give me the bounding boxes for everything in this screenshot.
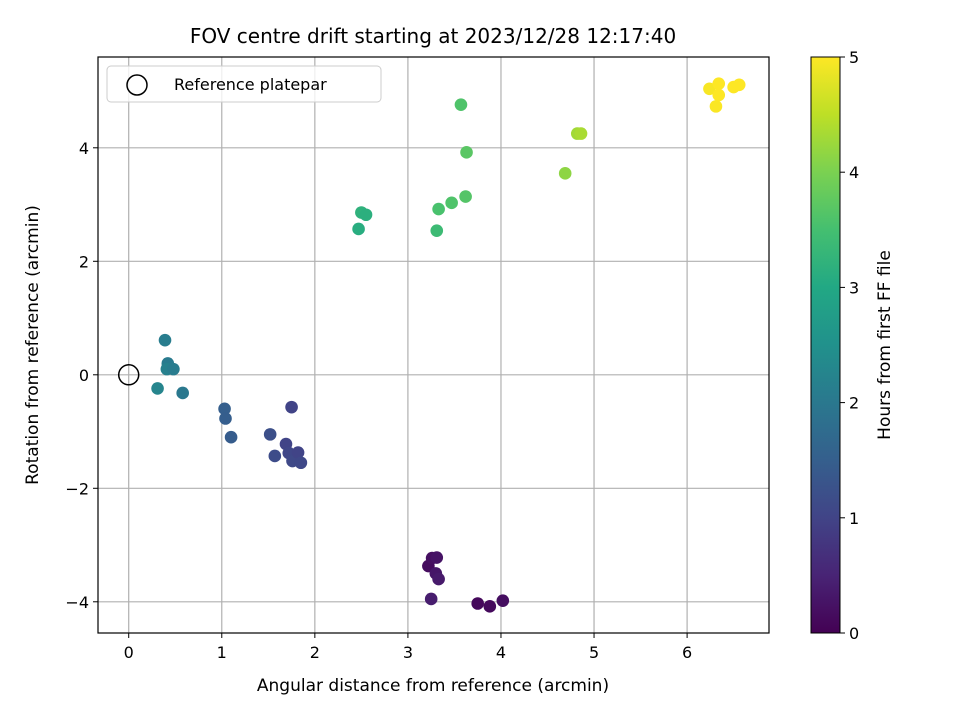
- data-point: [459, 190, 472, 203]
- data-point: [483, 600, 497, 613]
- data-point: [574, 127, 588, 140]
- colorbar-tick-label: 0: [849, 624, 859, 643]
- y-axis-label: Rotation from reference (arcmin): [23, 205, 43, 485]
- data-point: [430, 224, 444, 237]
- x-tick-label: 0: [124, 643, 134, 662]
- colorbar-tick-label: 4: [849, 163, 859, 182]
- data-point: [158, 333, 172, 347]
- reference-marker: [117, 364, 140, 386]
- colorbar-tick-label: 2: [849, 394, 859, 413]
- data-point: [703, 82, 716, 96]
- data-point: [359, 208, 373, 222]
- colorbar-tick-label: 1: [849, 509, 859, 528]
- data-point: [218, 402, 231, 416]
- data-point: [460, 146, 473, 159]
- x-axis-ticks: 0 1 2 3 4 5 6: [124, 633, 692, 662]
- legend-marker-icon: [126, 74, 148, 96]
- data-point: [432, 202, 445, 216]
- legend-label: Reference platepar: [174, 75, 327, 94]
- data-point: [352, 222, 365, 236]
- data-point: [167, 362, 180, 376]
- data-point: [424, 592, 438, 606]
- data-point: [291, 446, 305, 459]
- chart-title: FOV centre drift starting at 2023/12/28 …: [190, 24, 676, 48]
- data-point: [558, 167, 572, 180]
- data-point: [224, 430, 238, 444]
- x-tick-label: 5: [589, 643, 599, 662]
- reference-platepar-marker: [117, 364, 140, 386]
- x-tick-label: 1: [217, 643, 227, 662]
- data-point: [445, 196, 458, 210]
- x-axis-label: Angular distance from reference (arcmin): [257, 676, 609, 696]
- data-point: [432, 572, 445, 586]
- x-tick-label: 3: [403, 643, 413, 662]
- data-point: [430, 551, 444, 564]
- y-axis-ticks: −4 −2 0 2 4: [65, 139, 98, 612]
- data-point: [712, 88, 726, 102]
- data-point: [732, 78, 746, 92]
- data-point: [709, 100, 723, 113]
- x-tick-label: 6: [682, 643, 692, 662]
- data-point: [219, 412, 232, 425]
- colorbar: 0 1 2 3 4 5 Hours from first FF file: [810, 48, 895, 643]
- x-tick-label: 4: [496, 643, 506, 662]
- y-tick-label: 0: [79, 366, 89, 385]
- grid-lines: [98, 57, 769, 633]
- data-point: [268, 449, 282, 463]
- colorbar-bar: [810, 56, 841, 634]
- data-point: [294, 456, 308, 470]
- data-point: [471, 597, 485, 610]
- data-point: [712, 77, 726, 90]
- x-tick-label: 2: [310, 643, 320, 662]
- legend: Reference platepar: [106, 65, 382, 103]
- data-point: [496, 594, 510, 607]
- y-tick-label: −4: [65, 593, 89, 612]
- colorbar-label: Hours from first FF file: [875, 250, 895, 440]
- data-point: [176, 386, 189, 400]
- y-tick-label: −2: [65, 479, 89, 498]
- colorbar-tick-label: 5: [849, 48, 859, 67]
- colorbar-tick-label: 3: [849, 278, 859, 297]
- data-point: [285, 400, 298, 414]
- data-point: [454, 98, 468, 111]
- data-point: [151, 382, 164, 395]
- legend-box: [106, 65, 382, 103]
- plot-frame: [97, 56, 770, 634]
- data-points: [151, 77, 746, 613]
- y-tick-label: 4: [79, 139, 89, 158]
- colorbar-ticks: 0 1 2 3 4 5: [840, 48, 859, 643]
- y-tick-label: 2: [79, 252, 89, 271]
- data-point: [263, 428, 277, 441]
